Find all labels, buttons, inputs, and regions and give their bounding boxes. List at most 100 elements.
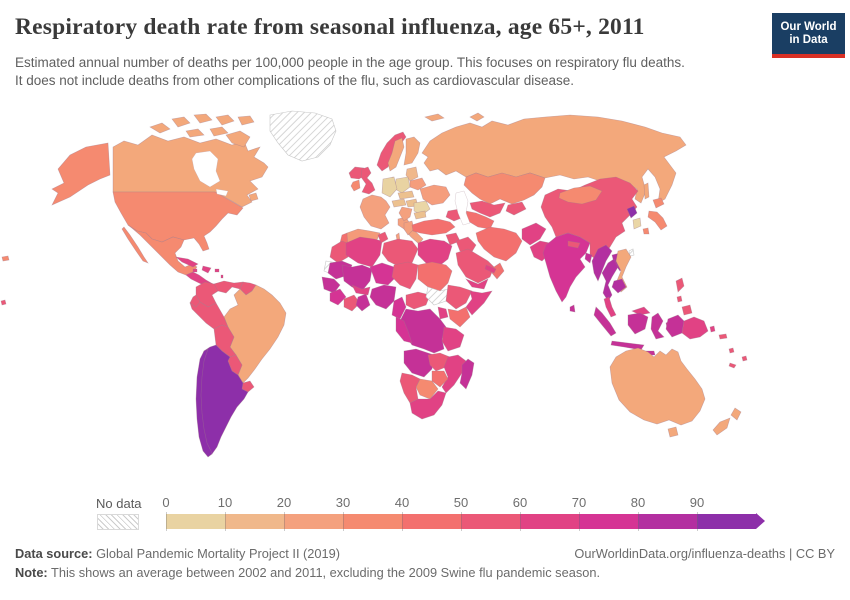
cameroon-region[interactable] bbox=[391, 296, 407, 320]
central_europe-region[interactable] bbox=[397, 190, 415, 200]
germany-region[interactable] bbox=[381, 176, 398, 198]
afghanistan-region[interactable] bbox=[521, 222, 547, 246]
papua_new_guinea-region[interactable] bbox=[709, 325, 716, 333]
tanzania-region[interactable] bbox=[441, 326, 465, 352]
madagascar-region[interactable] bbox=[459, 358, 475, 390]
japan-region[interactable] bbox=[642, 227, 650, 235]
libya-region[interactable] bbox=[381, 238, 419, 268]
hispaniola-region[interactable] bbox=[201, 265, 212, 274]
philippines-region[interactable] bbox=[675, 277, 685, 293]
indonesia-region[interactable] bbox=[665, 314, 685, 338]
somalia-region[interactable] bbox=[465, 290, 493, 316]
guinea-region[interactable] bbox=[329, 288, 347, 306]
legend-bin-0-10[interactable] bbox=[166, 514, 225, 529]
caribbean-region[interactable] bbox=[220, 274, 224, 279]
uganda-region[interactable] bbox=[437, 306, 449, 320]
uae-region[interactable] bbox=[484, 264, 497, 274]
legend-bin-90+[interactable] bbox=[697, 514, 756, 529]
mali-region[interactable] bbox=[341, 264, 373, 292]
algeria-region[interactable] bbox=[345, 236, 383, 268]
japan-region[interactable] bbox=[647, 210, 668, 231]
philippines-region[interactable] bbox=[676, 295, 683, 303]
canada-region[interactable] bbox=[215, 114, 235, 126]
balkans-region[interactable] bbox=[398, 206, 413, 222]
burkina_faso-region[interactable] bbox=[351, 284, 371, 296]
legend-bin-10-20[interactable] bbox=[225, 514, 284, 529]
senegal-region[interactable] bbox=[321, 276, 341, 294]
world-choropleth-map[interactable] bbox=[0, 105, 850, 490]
yemen-region[interactable] bbox=[465, 278, 489, 290]
angola-region[interactable] bbox=[403, 348, 435, 378]
kyrgyzstan_tajikistan-region[interactable] bbox=[505, 201, 527, 216]
canada-region[interactable] bbox=[171, 116, 191, 128]
russia-region[interactable] bbox=[469, 112, 485, 122]
legend-bin-80-90[interactable] bbox=[638, 514, 697, 529]
indonesia-region[interactable] bbox=[627, 312, 649, 335]
uzbekistan-region[interactable] bbox=[469, 200, 506, 218]
legend-bin-50-60[interactable] bbox=[461, 514, 520, 529]
bulgaria-region[interactable] bbox=[413, 210, 427, 220]
canada-region[interactable] bbox=[112, 134, 269, 208]
canada-region[interactable] bbox=[209, 126, 229, 137]
central_europe-region[interactable] bbox=[391, 198, 407, 208]
caribbean-region[interactable] bbox=[192, 268, 198, 273]
nepal-region[interactable] bbox=[567, 240, 581, 249]
papua_new_guinea-region[interactable] bbox=[681, 316, 709, 340]
australia-region[interactable] bbox=[667, 426, 679, 438]
australia-region[interactable] bbox=[609, 347, 706, 426]
chad-region[interactable] bbox=[391, 261, 419, 290]
indonesia-region[interactable] bbox=[650, 312, 665, 340]
tunisia-region[interactable] bbox=[377, 231, 389, 244]
niger-region[interactable] bbox=[369, 262, 397, 286]
united_kingdom-region[interactable] bbox=[360, 166, 376, 195]
ukraine-region[interactable] bbox=[419, 184, 451, 206]
canada-region[interactable] bbox=[149, 122, 171, 134]
canada-region[interactable] bbox=[237, 115, 255, 126]
chile-region[interactable] bbox=[195, 348, 213, 458]
malaysia-region[interactable] bbox=[603, 296, 617, 318]
cambodia-region[interactable] bbox=[611, 278, 627, 294]
mozambique-region[interactable] bbox=[441, 354, 467, 394]
canada-region[interactable] bbox=[225, 130, 251, 148]
france-region[interactable] bbox=[359, 194, 391, 230]
pacific_islands-region[interactable] bbox=[741, 355, 748, 362]
egypt-region[interactable] bbox=[417, 238, 453, 268]
india-region[interactable] bbox=[542, 232, 591, 303]
sudan-region[interactable] bbox=[417, 261, 453, 292]
cuba-region[interactable] bbox=[174, 256, 199, 268]
canada-region[interactable] bbox=[248, 192, 259, 202]
iran-region[interactable] bbox=[475, 226, 523, 262]
kazakhstan-region[interactable] bbox=[463, 172, 546, 205]
pacific_islands-region[interactable] bbox=[728, 347, 735, 354]
united_states-region[interactable] bbox=[51, 142, 111, 206]
legend-bin-20-30[interactable] bbox=[284, 514, 343, 529]
pacific_islands-region[interactable] bbox=[728, 362, 737, 369]
ethiopia-region[interactable] bbox=[445, 284, 473, 310]
romania-region[interactable] bbox=[413, 200, 431, 216]
south_sudan-region[interactable] bbox=[425, 286, 449, 306]
greece-region[interactable] bbox=[403, 220, 415, 236]
legend-color-bar[interactable]: 0 10 20 30 40 50 60 70 80 90 bbox=[162, 495, 776, 531]
legend-bin-40-50[interactable] bbox=[402, 514, 461, 529]
kenya-region[interactable] bbox=[447, 306, 471, 328]
ireland-region[interactable] bbox=[350, 179, 361, 192]
japan-region[interactable] bbox=[652, 197, 665, 209]
poland-region[interactable] bbox=[394, 176, 411, 194]
pacific_islands-region[interactable] bbox=[718, 333, 728, 340]
greenland-region[interactable] bbox=[269, 110, 337, 162]
mexico-region[interactable] bbox=[121, 226, 149, 264]
south_korea-region[interactable] bbox=[632, 217, 642, 230]
sri_lanka-region[interactable] bbox=[569, 304, 576, 313]
bangladesh-region[interactable] bbox=[584, 252, 593, 264]
canada-region[interactable] bbox=[185, 128, 205, 138]
philippines-region[interactable] bbox=[681, 304, 693, 316]
thailand-region[interactable] bbox=[601, 258, 619, 302]
congo_gabon-region[interactable] bbox=[395, 316, 413, 344]
finland-region[interactable] bbox=[403, 136, 421, 166]
nigeria-region[interactable] bbox=[369, 284, 397, 310]
zimbabwe-region[interactable] bbox=[431, 370, 449, 388]
russia-region[interactable] bbox=[643, 182, 650, 200]
sweden-region[interactable] bbox=[387, 137, 405, 172]
legend-bin-60-70[interactable] bbox=[520, 514, 579, 529]
canada-region[interactable] bbox=[193, 113, 213, 124]
